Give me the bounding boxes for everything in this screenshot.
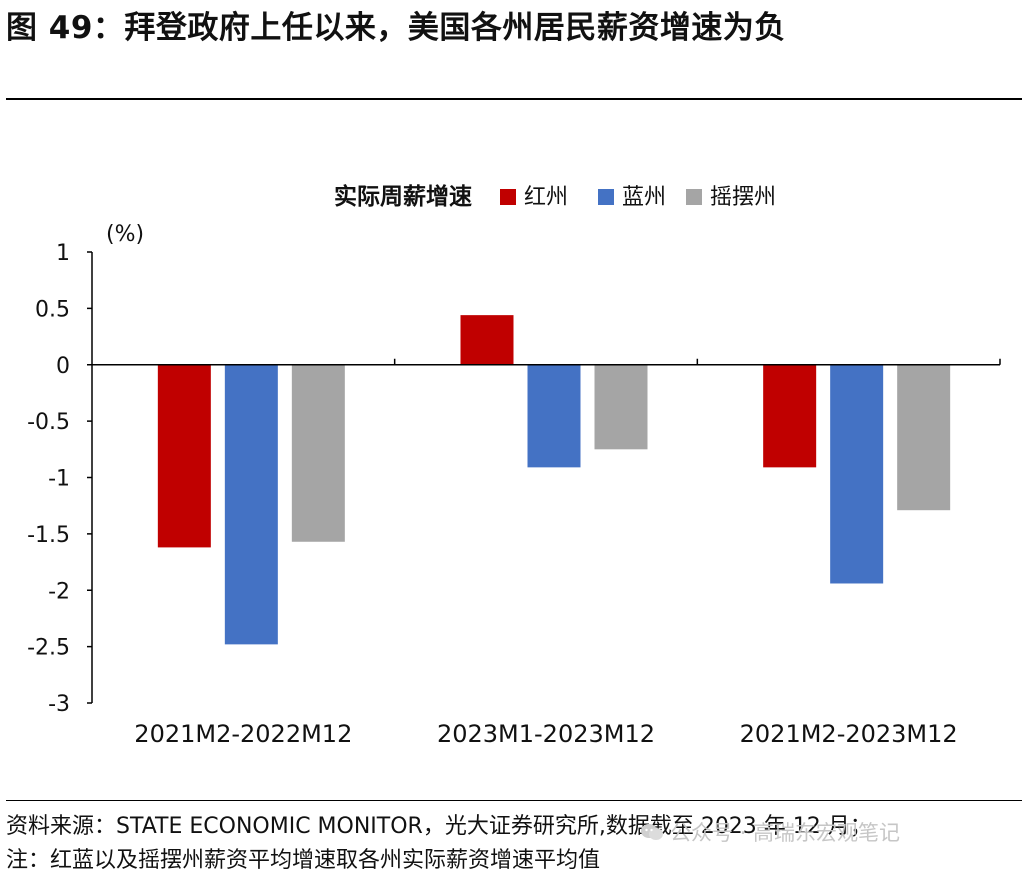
bar-chart: 实际周薪增速 红州 蓝州 摇摆州 (%) 1 0.5 0 -0.5 -1 -1.5 -2 -2.5… (27, 183, 1001, 748)
y-tick-label: 1 (56, 241, 70, 266)
y-tick-label: -1.5 (27, 523, 70, 548)
watermark: 公众号 · 高瑞东宏观笔记 (640, 817, 900, 847)
bar (157, 364, 211, 548)
legend-label: 蓝州 (622, 185, 666, 210)
y-tick-label: -1 (48, 467, 70, 492)
x-category-label: 2021M2-2023M12 (740, 720, 958, 748)
legend-swatch (500, 189, 516, 205)
bar (460, 315, 514, 365)
page-title: 图 49：拜登政府上任以来，美国各州居民薪资增速为负 (6, 10, 786, 46)
y-tick-label: -3 (48, 692, 70, 717)
y-tick-label: -2 (48, 579, 70, 604)
legend-title: 实际周薪增速 (334, 183, 472, 210)
bar-group (157, 315, 951, 645)
bar (897, 364, 951, 511)
bar (763, 364, 817, 468)
footer-divider (6, 800, 1022, 801)
watermark-text: 公众号 · 高瑞东宏观笔记 (670, 821, 901, 845)
y-tick-label: -0.5 (27, 410, 70, 435)
footnote: 注：红蓝以及摇摆州薪资平均增速取各州实际薪资增速平均值 (6, 848, 601, 873)
y-tick-label: 0.5 (35, 297, 70, 322)
chart-axes (91, 252, 1001, 703)
x-category-label: 2023M1-2023M12 (437, 720, 655, 748)
bar (594, 364, 648, 450)
source-note: 资料来源：STATE ECONOMIC MONITOR，光大证券研究所,数据截至… (6, 814, 872, 839)
y-tick-label: -2.5 (27, 636, 70, 661)
title-divider (6, 98, 1022, 100)
chart-legend: 实际周薪增速 红州 蓝州 摇摆州 (334, 183, 776, 210)
legend-swatch (686, 189, 702, 205)
bar (291, 364, 345, 542)
y-axis-ticks: 1 0.5 0 -0.5 -1 -1.5 -2 -2.5 -3 (27, 241, 92, 717)
bar (830, 364, 884, 584)
bar (224, 364, 278, 645)
chart-container: 实际周薪增速 红州 蓝州 摇摆州 (%) 1 0.5 0 -0.5 -1 -1.5 -2 -2.5… (0, 160, 1026, 760)
y-tick-label: 0 (56, 354, 70, 379)
wechat-icon (641, 824, 663, 840)
legend-label: 摇摆州 (710, 185, 776, 210)
bar (527, 364, 581, 468)
y-axis-unit-label: (%) (106, 222, 144, 247)
legend-label: 红州 (524, 185, 568, 210)
x-axis-labels: 2021M2-2022M12 2023M1-2023M12 2021M2-2023M… (134, 720, 957, 748)
legend-swatch (598, 189, 614, 205)
x-category-label: 2021M2-2022M12 (134, 720, 352, 748)
